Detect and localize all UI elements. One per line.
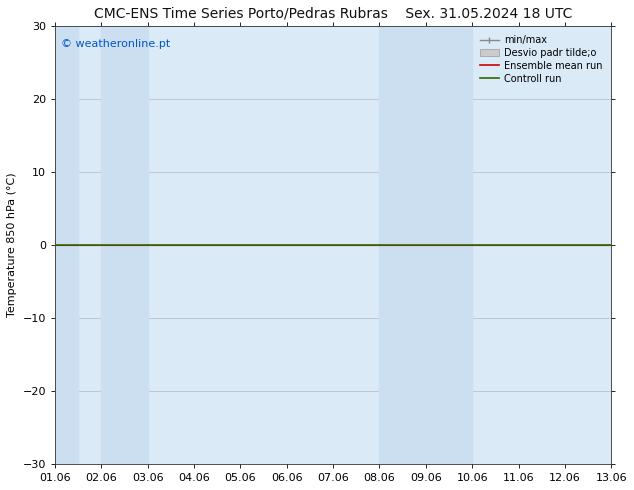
Bar [611, 26, 634, 464]
Title: CMC-ENS Time Series Porto/Pedras Rubras    Sex. 31.05.2024 18 UTC: CMC-ENS Time Series Porto/Pedras Rubras … [94, 7, 573, 21]
Legend: min/max, Desvio padr tilde;o, Ensemble mean run, Controll run: min/max, Desvio padr tilde;o, Ensemble m… [476, 31, 606, 88]
Bar [55, 26, 78, 464]
Bar [101, 26, 148, 464]
Bar [380, 26, 472, 464]
Text: © weatheronline.pt: © weatheronline.pt [61, 39, 170, 49]
Y-axis label: Temperature 850 hPa (°C): Temperature 850 hPa (°C) [7, 173, 17, 318]
